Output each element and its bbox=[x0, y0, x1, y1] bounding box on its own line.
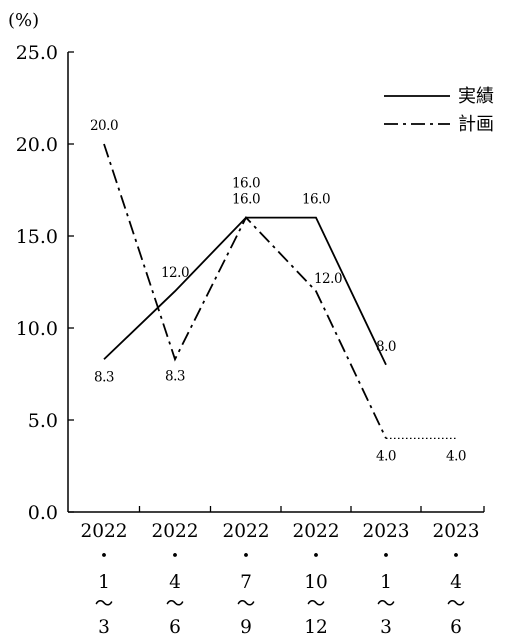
data-label-actual: 8.3 bbox=[94, 369, 114, 385]
x-tick-label-line: 7 bbox=[240, 572, 252, 593]
x-tick-label-line: 〜 bbox=[237, 594, 256, 615]
x-tick-label: 2022 ・ 7〜9 bbox=[222, 521, 269, 638]
data-label-actual: 12.0 bbox=[161, 265, 189, 281]
data-label-plan: 16.0 bbox=[232, 176, 260, 192]
x-tick-label-line: 〜 bbox=[447, 594, 466, 615]
x-tick-label-line: ・ bbox=[447, 546, 466, 567]
legend: 実績 計画 bbox=[384, 86, 494, 135]
y-tick-label: 5.0 bbox=[28, 410, 58, 432]
x-tick-label: 2023 ・ 4〜6 bbox=[432, 521, 479, 638]
x-tick-label-line: 6 bbox=[169, 617, 181, 638]
x-tick-label-line: ・ bbox=[377, 546, 396, 567]
x-tick-labels: 2022・1〜32022・4〜62022・7〜92022・10〜122023・1… bbox=[80, 521, 479, 638]
x-tick-label: 2022 ・ 10〜12 bbox=[292, 521, 339, 638]
series-lines bbox=[103, 143, 456, 439]
x-tick-label-line: 12 bbox=[304, 617, 328, 638]
x-tick-label: 2022 ・ 4〜6 bbox=[151, 521, 198, 638]
x-tick-label-line: 〜 bbox=[95, 594, 114, 615]
x-tick-label-line: 〜 bbox=[377, 594, 396, 615]
data-label-plan: 8.3 bbox=[165, 368, 185, 384]
axes bbox=[67, 51, 485, 513]
x-tick-label-line: 2023 bbox=[362, 521, 409, 542]
y-unit-label: (%) bbox=[8, 10, 39, 31]
x-tick-label-line: ・ bbox=[307, 546, 326, 567]
series-line-actual bbox=[103, 216, 387, 366]
x-tick-label-line: 6 bbox=[450, 617, 462, 638]
x-tick-label-line: 1 bbox=[98, 572, 110, 593]
x-tick-label: 2022 ・ 1〜3 bbox=[80, 521, 127, 638]
x-tick-label-line: 2022 bbox=[292, 521, 339, 542]
legend-label-actual: 実績 bbox=[458, 86, 494, 107]
x-tick-label-line: 3 bbox=[380, 617, 392, 638]
x-tick-label-line: 10 bbox=[304, 572, 328, 593]
y-tick-label: 15.0 bbox=[16, 226, 58, 248]
data-label-plan-extension: 4.0 bbox=[446, 448, 466, 464]
x-tick-label-line: 2022 bbox=[151, 521, 198, 542]
x-tick-label-line: 2023 bbox=[432, 521, 479, 542]
x-tick-label-line: 1 bbox=[380, 572, 392, 593]
data-label-plan: 12.0 bbox=[314, 271, 342, 287]
y-tick-label: 10.0 bbox=[16, 318, 58, 340]
series-line-plan bbox=[103, 143, 387, 439]
legend-label-plan: 計画 bbox=[458, 114, 494, 135]
data-label-actual: 16.0 bbox=[302, 192, 330, 208]
x-tick-label-line: 4 bbox=[169, 572, 181, 593]
y-tick-label: 20.0 bbox=[16, 134, 58, 156]
x-tick-label-line: 9 bbox=[240, 617, 252, 638]
x-tick-label: 2023 ・ 1〜3 bbox=[362, 521, 409, 638]
data-labels: 8.312.016.0 16.08.020.08.316.012.04.0 4.0 bbox=[90, 118, 467, 464]
data-label-actual: 8.0 bbox=[376, 339, 396, 355]
x-tick-label-line: 2022 bbox=[222, 521, 269, 542]
data-label-actual: 16.0 bbox=[232, 192, 260, 208]
data-label-plan: 4.0 bbox=[376, 448, 396, 464]
y-tick-label: 0.0 bbox=[28, 502, 58, 524]
data-label-plan: 20.0 bbox=[90, 118, 118, 134]
x-tick-label-line: 2022 bbox=[80, 521, 127, 542]
x-tick-label-line: ・ bbox=[95, 546, 114, 567]
x-tick-label-line: ・ bbox=[166, 546, 185, 567]
x-tick-label-line: ・ bbox=[237, 546, 256, 567]
x-tick-label-line: 4 bbox=[450, 572, 462, 593]
x-tick-label-line: 3 bbox=[98, 617, 110, 638]
x-tick-label-line: 〜 bbox=[307, 594, 326, 615]
y-tick-labels: 0.0 5.0 10.0 15.0 20.0 25.0 bbox=[16, 42, 58, 524]
x-tick-label-line: 〜 bbox=[166, 594, 185, 615]
y-tick-label: 25.0 bbox=[16, 42, 58, 64]
